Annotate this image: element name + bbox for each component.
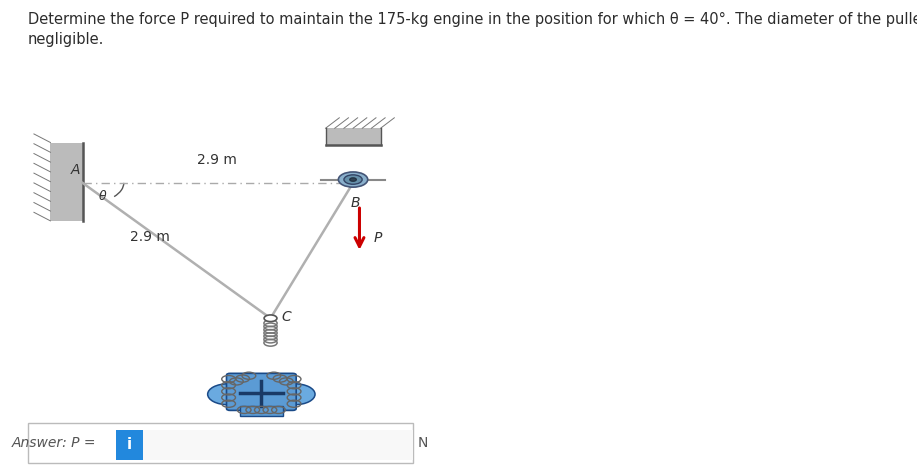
Text: Answer: P =: Answer: P =	[12, 436, 96, 450]
Text: 2.9 m: 2.9 m	[197, 153, 238, 167]
Text: θ: θ	[99, 190, 106, 203]
Text: P: P	[373, 230, 381, 245]
Bar	[239, 406, 283, 416]
Text: B: B	[351, 196, 360, 209]
Bar	[116, 430, 143, 460]
Circle shape	[275, 384, 315, 405]
Text: negligible.: negligible.	[28, 32, 104, 47]
Circle shape	[207, 384, 248, 405]
Bar	[326, 128, 381, 145]
Text: i: i	[127, 437, 132, 452]
Bar	[50, 142, 83, 221]
Circle shape	[349, 178, 357, 181]
Text: 2.9 m: 2.9 m	[129, 229, 170, 244]
Text: 175 kg: 175 kg	[237, 423, 284, 437]
FancyBboxPatch shape	[226, 373, 296, 410]
Circle shape	[338, 172, 368, 187]
Text: A: A	[71, 163, 80, 177]
Circle shape	[344, 175, 362, 184]
Text: Determine the force P required to maintain the 175-kg engine in the position for: Determine the force P required to mainta…	[28, 12, 917, 27]
Bar	[28, 423, 413, 463]
Circle shape	[264, 315, 277, 322]
Text: N: N	[417, 436, 427, 450]
Bar	[143, 430, 413, 460]
Text: C: C	[282, 310, 292, 324]
